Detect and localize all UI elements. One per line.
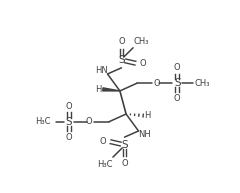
Polygon shape bbox=[103, 88, 120, 91]
Text: CH₃: CH₃ bbox=[194, 79, 210, 88]
Text: O: O bbox=[174, 94, 180, 103]
Text: O: O bbox=[154, 79, 160, 88]
Text: O: O bbox=[140, 59, 146, 68]
Text: O: O bbox=[121, 159, 128, 168]
Text: O: O bbox=[66, 133, 72, 142]
Text: HN: HN bbox=[95, 66, 108, 75]
Text: S: S bbox=[118, 55, 125, 65]
Text: O: O bbox=[174, 63, 180, 72]
Text: S: S bbox=[121, 140, 128, 150]
Text: S: S bbox=[174, 78, 180, 88]
Text: O: O bbox=[66, 102, 72, 111]
Text: O: O bbox=[86, 117, 92, 126]
Text: H₃C: H₃C bbox=[97, 160, 112, 168]
Text: NH: NH bbox=[138, 130, 151, 139]
Text: CH₃: CH₃ bbox=[134, 37, 149, 46]
Text: O: O bbox=[100, 137, 106, 146]
Text: O: O bbox=[118, 37, 125, 46]
Text: S: S bbox=[66, 117, 72, 127]
Text: H₃C: H₃C bbox=[35, 117, 50, 126]
Text: H: H bbox=[95, 85, 101, 94]
Text: H: H bbox=[145, 111, 151, 120]
